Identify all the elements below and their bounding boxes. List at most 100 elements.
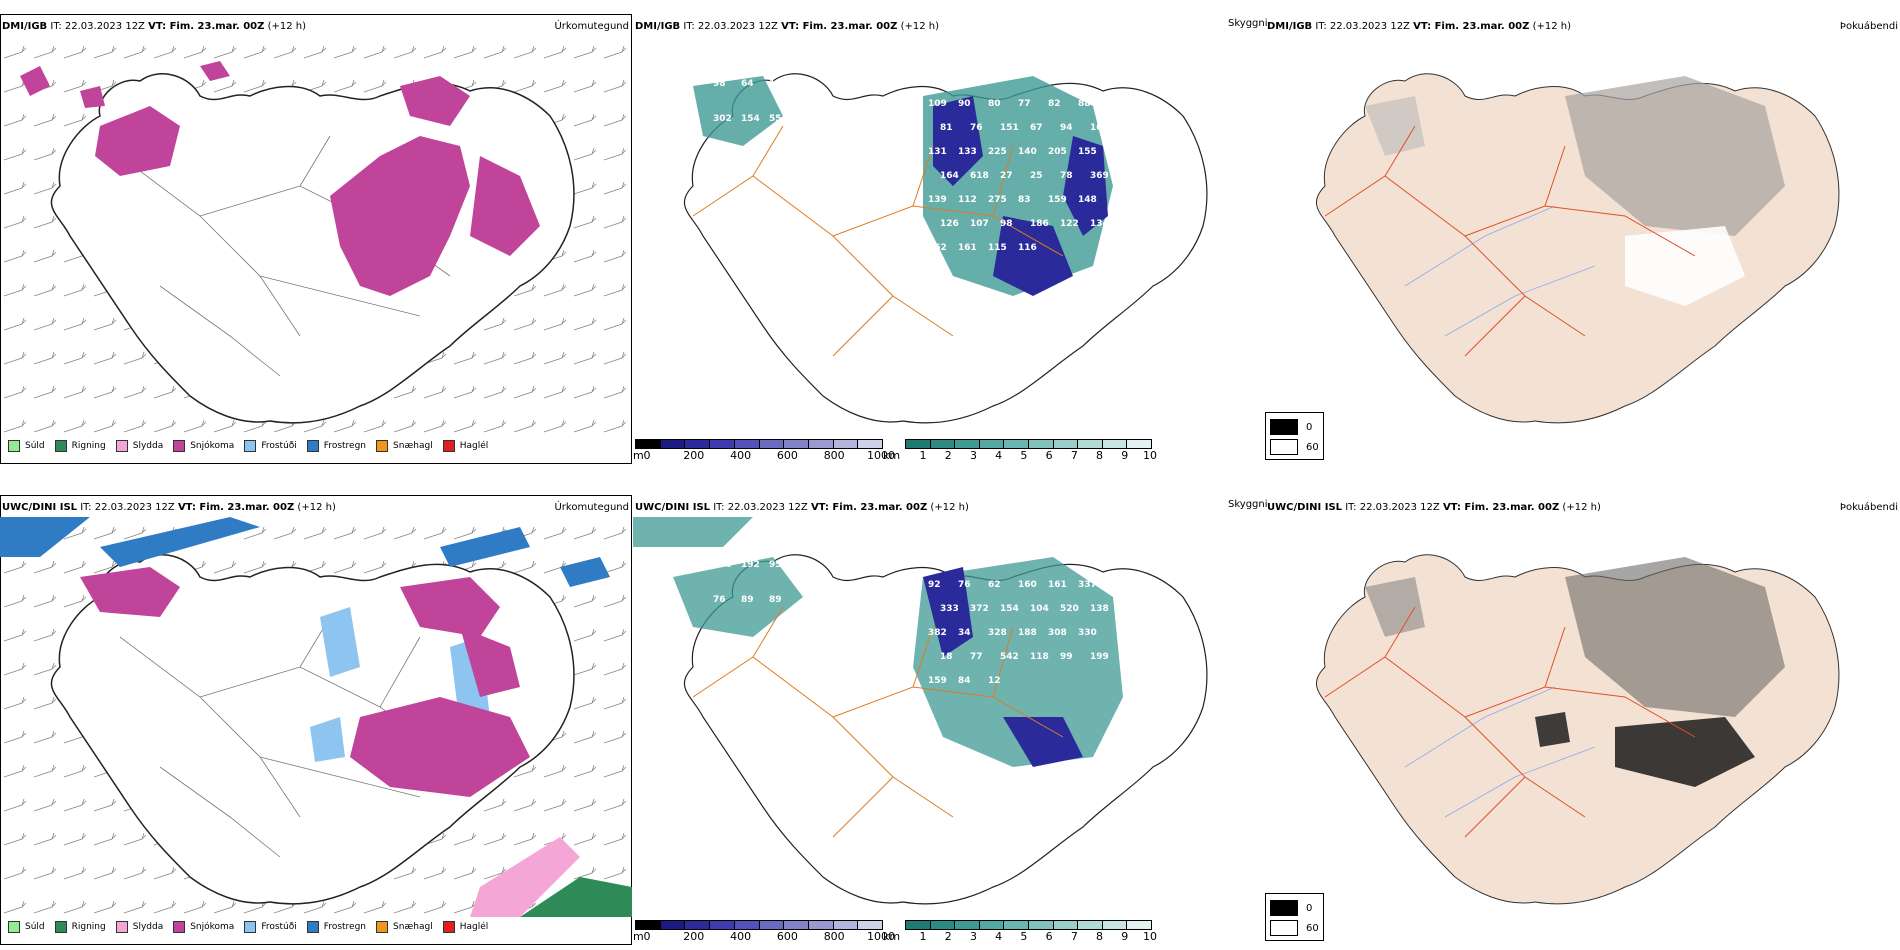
legend-label: Snæhagl xyxy=(393,441,433,451)
lead-time: (+12 h) xyxy=(930,502,969,513)
colorbar-tick: 200 xyxy=(683,930,705,943)
ceiling-value-label: 88 xyxy=(1078,99,1091,109)
lead-time: (+12 h) xyxy=(267,21,307,32)
fog-legend-item: 0 xyxy=(1270,419,1312,435)
precip-title-bottom: UWC/DINI ISL IT: 22.03.2023 12Z VT: Fim.… xyxy=(2,502,336,513)
legend-label: Haglél xyxy=(459,441,489,451)
ceiling-type-title: Skyggni xyxy=(1228,18,1268,29)
ceiling-value-label: 148 xyxy=(1078,195,1097,205)
ceiling-value-label: 89 xyxy=(741,595,754,605)
fog-label: 60 xyxy=(1306,441,1319,453)
ceiling-value-label: 520 xyxy=(1060,604,1079,614)
legend-item: Súld xyxy=(8,440,45,452)
vt-label: VT: Fim. 23.mar. 00Z xyxy=(148,21,265,32)
ceiling-value-label: 25 xyxy=(1030,171,1043,181)
legend-item: Rigning xyxy=(54,440,106,452)
legend-swatch xyxy=(376,440,389,452)
legend-swatch xyxy=(173,921,186,933)
colorbar-segment xyxy=(833,921,859,929)
roads-orange xyxy=(692,125,1064,357)
ceiling-panel-top: DMI/IGB IT: 22.03.2023 12Z VT: Fim. 23.m… xyxy=(633,14,1324,464)
ceiling-value-label: 133 xyxy=(958,147,977,157)
colorbar-segment xyxy=(979,440,1005,448)
colorbar-segment xyxy=(710,440,735,448)
colorbar-segment xyxy=(858,440,883,448)
rain-areas xyxy=(520,877,632,917)
legend-label: Rigning xyxy=(71,922,106,932)
legend-item: Slydda xyxy=(115,440,163,452)
ceiling-value-label: 154 xyxy=(741,114,760,124)
it-value: 22.03.2023 12Z xyxy=(697,21,778,32)
ceiling-value-label: 98 xyxy=(1000,219,1013,229)
colorbar-tick: 0 xyxy=(643,930,651,943)
it-value: 22.03.2023 12Z xyxy=(1359,502,1440,513)
ceiling-value-label: 134 xyxy=(1090,219,1109,229)
colorbar-segment xyxy=(955,921,980,929)
colorbar-tick: 7 xyxy=(1070,930,1078,943)
colorbar-segment xyxy=(808,921,834,929)
legend-swatch xyxy=(54,440,67,452)
ceiling-value-label: 151 xyxy=(1000,123,1019,133)
colorbar-tick: 9 xyxy=(1121,449,1129,462)
ceiling-value-label: 161 xyxy=(958,243,977,253)
legend-item: Rigning xyxy=(54,921,106,933)
ceiling-value-label: 542 xyxy=(1000,652,1019,662)
colorbar-segment xyxy=(906,440,931,448)
ceiling-value-label: 77 xyxy=(1018,99,1031,109)
colorbar-segment xyxy=(759,921,785,929)
ceiling-value-label: 107 xyxy=(970,219,989,229)
ceiling-value-label: 205 xyxy=(1048,147,1067,157)
fog-panel-top: DMI/IGB IT: 22.03.2023 12Z VT: Fim. 23.m… xyxy=(1265,14,1900,464)
fog-label: 60 xyxy=(1306,922,1319,934)
colorbar-tick: 5 xyxy=(1020,930,1028,943)
fog-title-bottom: UWC/DINI ISL IT: 22.03.2023 12Z VT: Fim.… xyxy=(1267,502,1601,513)
it-value: 22.03.2023 12Z xyxy=(64,21,145,32)
model-label: UWC/DINI ISL xyxy=(635,502,711,513)
legend-label: Haglél xyxy=(459,922,489,932)
ceiling-value-label: 78 xyxy=(1060,171,1073,181)
colorbar-tick: 1 xyxy=(919,449,927,462)
fog-map-top xyxy=(1315,73,1840,424)
colorbar-segment xyxy=(1127,440,1151,448)
legend-label: Frostúði xyxy=(261,441,297,451)
legend-swatch xyxy=(54,921,67,933)
legend-label: Snjókoma xyxy=(190,922,235,932)
legend-label: Slydda xyxy=(132,922,164,932)
legend-label: Frostregn xyxy=(323,922,367,932)
colorbar-segment xyxy=(660,921,686,929)
ceiling-value-label: 372 xyxy=(970,604,989,614)
ceiling-value-label: 82 xyxy=(1048,99,1061,109)
ceiling-value-label: 98 xyxy=(713,79,726,89)
vt-label: VT: Fim. 23.mar. 00Z xyxy=(1442,502,1560,513)
colorbar-segment xyxy=(906,921,931,929)
colorbar-tick: 600 xyxy=(776,930,798,943)
snow-areas xyxy=(20,61,540,296)
ceiling-colorbar-bottom xyxy=(635,920,883,930)
colorbar-tick: 1 xyxy=(919,930,927,943)
ceiling-unit: m xyxy=(633,930,644,943)
legend-label: Snjókoma xyxy=(190,441,235,451)
visibility-colorbar-bottom xyxy=(905,920,1152,930)
legend-item: Snjókoma xyxy=(173,921,234,933)
ceiling-value-label: 618 xyxy=(970,171,989,181)
colorbar-segment xyxy=(784,921,809,929)
colorbar-tick: 4 xyxy=(995,930,1003,943)
colorbar-segment xyxy=(1053,921,1079,929)
colorbar-tick: 400 xyxy=(730,449,752,462)
colorbar-segment xyxy=(734,921,760,929)
colorbar-tick: 10 xyxy=(1143,449,1157,462)
ceiling-unit: m xyxy=(633,449,644,462)
ceiling-value-label: 27 xyxy=(1000,171,1013,181)
ceiling-value-label: 89 xyxy=(769,595,782,605)
legend-item: Snjókoma xyxy=(173,440,234,452)
it-value: 22.03.2023 12Z xyxy=(727,502,808,513)
colorbar-segment xyxy=(1102,921,1128,929)
ceiling-value-label: 138 xyxy=(1090,604,1109,614)
ceiling-value-label: 115 xyxy=(988,243,1007,253)
ceiling-value-label: 164 xyxy=(940,171,959,181)
colorbar-tick: 2 xyxy=(944,930,952,943)
colorbar-segment xyxy=(1004,921,1029,929)
ceiling-type-title: Skyggni xyxy=(1228,499,1268,510)
lead-time: (+12 h) xyxy=(1532,21,1572,32)
fog-swatch xyxy=(1270,439,1298,455)
